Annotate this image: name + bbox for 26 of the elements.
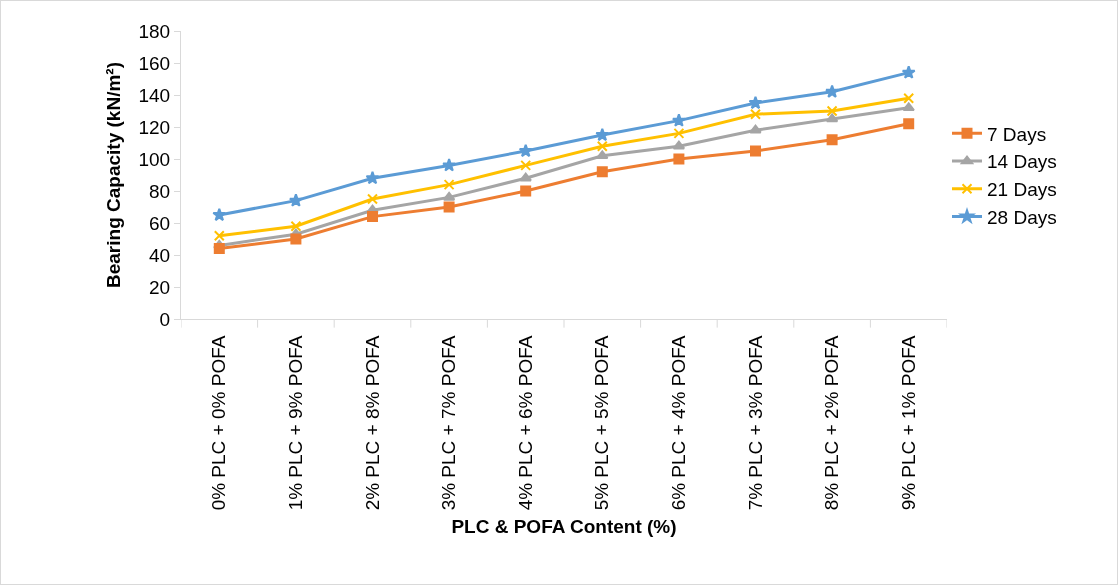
- x-tick-label: 8% PLC + 2% POFA: [821, 335, 843, 511]
- x-tick-label: 5% PLC + 5% POFA: [591, 335, 613, 511]
- x-tick-label: 6% PLC + 4% POFA: [668, 335, 690, 511]
- y-tick-label: 180: [138, 20, 171, 42]
- y-tick-label: 100: [138, 148, 171, 170]
- y-tick-label: 140: [138, 84, 171, 106]
- x-tick-label: 1% PLC + 9% POFA: [285, 335, 307, 511]
- y-tick-label: 0: [159, 308, 171, 330]
- y-tick-label: 160: [138, 52, 171, 74]
- x-tick-label: 7% PLC + 3% POFA: [744, 335, 766, 511]
- legend-label: 14 Days: [987, 151, 1057, 173]
- x-tick-label: 9% PLC + 1% POFA: [897, 335, 919, 511]
- y-tick-label: 120: [138, 116, 171, 138]
- x-axis-title: PLC & POFA Content (%): [451, 516, 677, 538]
- x-tick-label: 4% PLC + 6% POFA: [514, 335, 536, 511]
- y-tick-label: 20: [149, 276, 171, 298]
- x-tick-label: 2% PLC + 8% POFA: [361, 335, 383, 511]
- legend-label: 21 Days: [987, 179, 1057, 201]
- x-tick-label: 0% PLC + 0% POFA: [208, 335, 230, 511]
- y-tick-label: 40: [149, 244, 171, 266]
- legend-label: 7 Days: [987, 123, 1047, 145]
- y-axis-title: Bearing Capacity (kN/m²): [103, 62, 125, 288]
- x-tick-label: 3% PLC + 7% POFA: [438, 335, 460, 511]
- y-tick-label: 80: [149, 180, 171, 202]
- legend-label: 28 Days: [987, 206, 1057, 228]
- y-tick-label: 60: [149, 212, 171, 234]
